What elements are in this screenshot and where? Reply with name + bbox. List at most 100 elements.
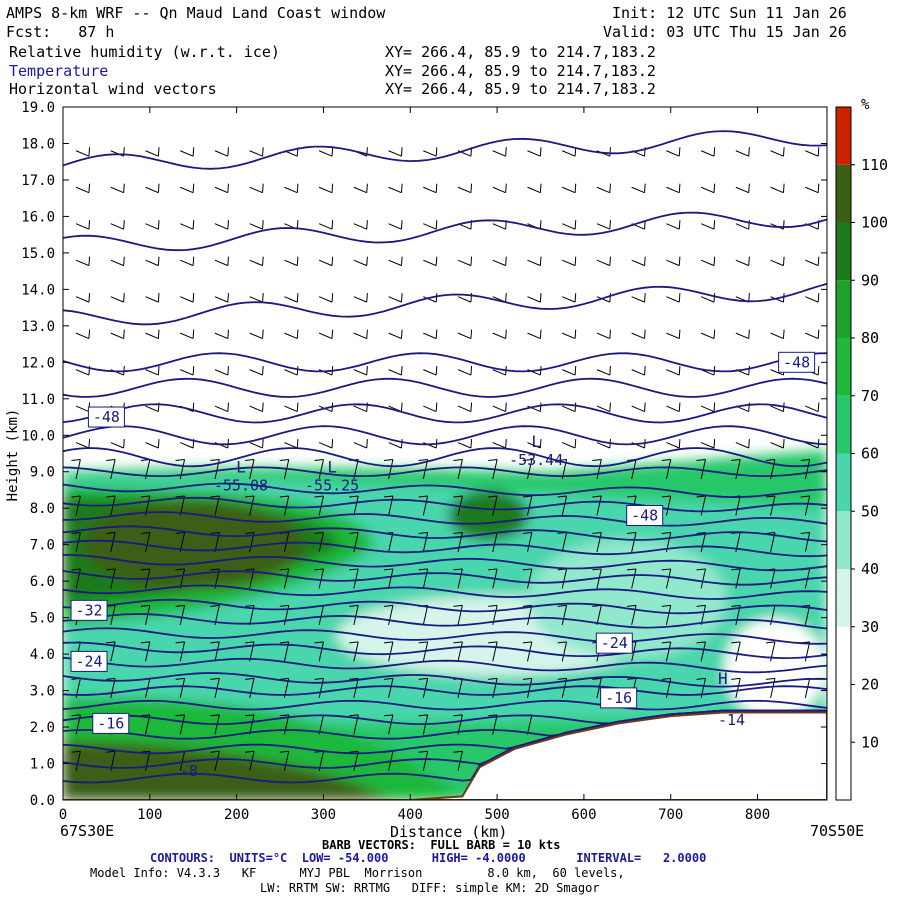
wind-barb-feather [331,438,334,449]
wind-barb [110,532,116,553]
wind-barb-feather [765,459,776,461]
wind-barb-feather [245,459,255,461]
wind-barb-feather [331,329,334,339]
wind-barb-feather [418,495,428,498]
isotherm-line [63,627,827,645]
wind-barb [665,605,672,626]
wind-barb-feather [609,329,611,339]
wind-barb [527,150,541,157]
wind-barb [526,459,533,480]
wind-barb [700,641,706,662]
wind-barb-feather [71,714,81,717]
wind-barb [700,332,715,340]
wind-barb-feather [383,568,394,571]
wind-barb-feather [435,147,438,157]
wind-barb [318,223,333,230]
x-tick-label: 200 [224,807,249,823]
wind-barb-feather [106,641,116,644]
wind-barb-feather [488,714,498,717]
wind-barb-feather [696,531,706,534]
colorbar-tick-label: 100 [861,214,888,232]
wind-barb [804,459,811,480]
wind-barb-feather [400,366,403,376]
wind-barb-feather [488,459,498,461]
isotherm-line [63,584,827,600]
wind-barb [631,369,645,376]
wind-barb-feather [453,568,463,571]
wind-barb-feather [505,293,507,303]
wind-barb [562,296,576,303]
isotherm-line [63,130,827,170]
wind-barb-feather [296,329,299,339]
wind-barb-feather [296,293,299,303]
wind-barb-feather [713,402,716,412]
wind-barb [596,186,611,194]
contour-label: -24 [75,652,102,670]
wind-barb-feather [71,495,81,498]
wind-barb-feather [453,641,463,644]
wind-barb [110,186,124,194]
wind-barb-feather [210,714,220,717]
wind-barb-feather [140,714,150,717]
wind-barb [770,568,776,589]
wind-barb [388,605,394,626]
wind-barb-feather [817,293,820,303]
contour-label: -8 [180,762,198,780]
wind-barb-feather [245,750,255,753]
wind-barb-feather [314,459,324,461]
wind-barb [457,641,463,662]
wind-barb-feather [175,495,185,498]
wind-barb [804,532,811,553]
wind-barb [700,186,715,194]
isotherm-line [63,211,827,252]
wind-barb-feather [661,495,671,498]
wind-barb-feather [696,495,706,498]
isotherms [63,130,827,784]
wind-barb [770,332,784,340]
wind-barb [526,568,533,589]
field-temp-name: Temperature [9,62,109,80]
wind-barb [249,259,263,267]
wind-barb [665,495,672,516]
wind-barb-feather [262,293,264,303]
wind-barb-feather [88,293,91,303]
wind-barb-feather [175,531,185,534]
wind-barb [492,369,506,376]
wind-barb [735,186,749,194]
wind-barb [457,332,472,340]
wind-barb-feather [140,568,150,571]
wind-barb [492,714,498,735]
wind-barb [805,332,819,340]
wind-barb-feather [418,531,428,534]
wind-barb-feather [713,183,716,193]
y-tick-label: 2.0 [30,720,55,736]
wind-barb [666,186,680,194]
wind-barb-feather [349,641,359,644]
wind-barb-feather [140,531,150,534]
wind-barb-feather [366,293,368,303]
wind-barb [318,296,333,303]
wind-barb [318,532,324,553]
wind-barb-feather [505,147,507,157]
wind-barb-feather [522,568,532,571]
x-tick-label: 300 [311,807,336,823]
wind-barb-feather [157,147,160,157]
wind-barb-feather [470,366,473,376]
wind-barb [214,405,229,412]
wind-barb-feather [210,604,220,607]
wind-barb-feather [505,438,507,449]
wind-barb-feather [592,568,602,571]
wind-barb [804,495,811,516]
rh-core-100 [83,499,304,590]
wind-barb-feather [279,677,289,680]
wind-barb-feather [713,147,716,157]
wind-barb-feather [331,256,334,266]
wind-barb-feather [800,495,810,498]
wind-barb [422,751,429,771]
wind-barb [353,405,367,412]
wind-barb-feather [609,256,611,266]
wind-barb-feather [192,220,195,230]
wind-barb-feather [349,604,359,607]
wind-barb-feather [488,641,498,644]
wind-barb [249,442,263,449]
